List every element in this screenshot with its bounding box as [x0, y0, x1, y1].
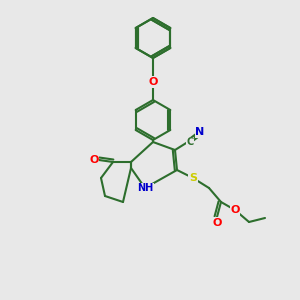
Text: NH: NH	[137, 183, 153, 193]
Text: O: O	[230, 205, 240, 215]
Text: O: O	[148, 77, 158, 87]
Text: N: N	[195, 127, 205, 137]
Text: O: O	[212, 218, 222, 228]
Text: C: C	[186, 137, 194, 147]
Text: O: O	[89, 155, 99, 165]
Text: S: S	[189, 173, 197, 183]
